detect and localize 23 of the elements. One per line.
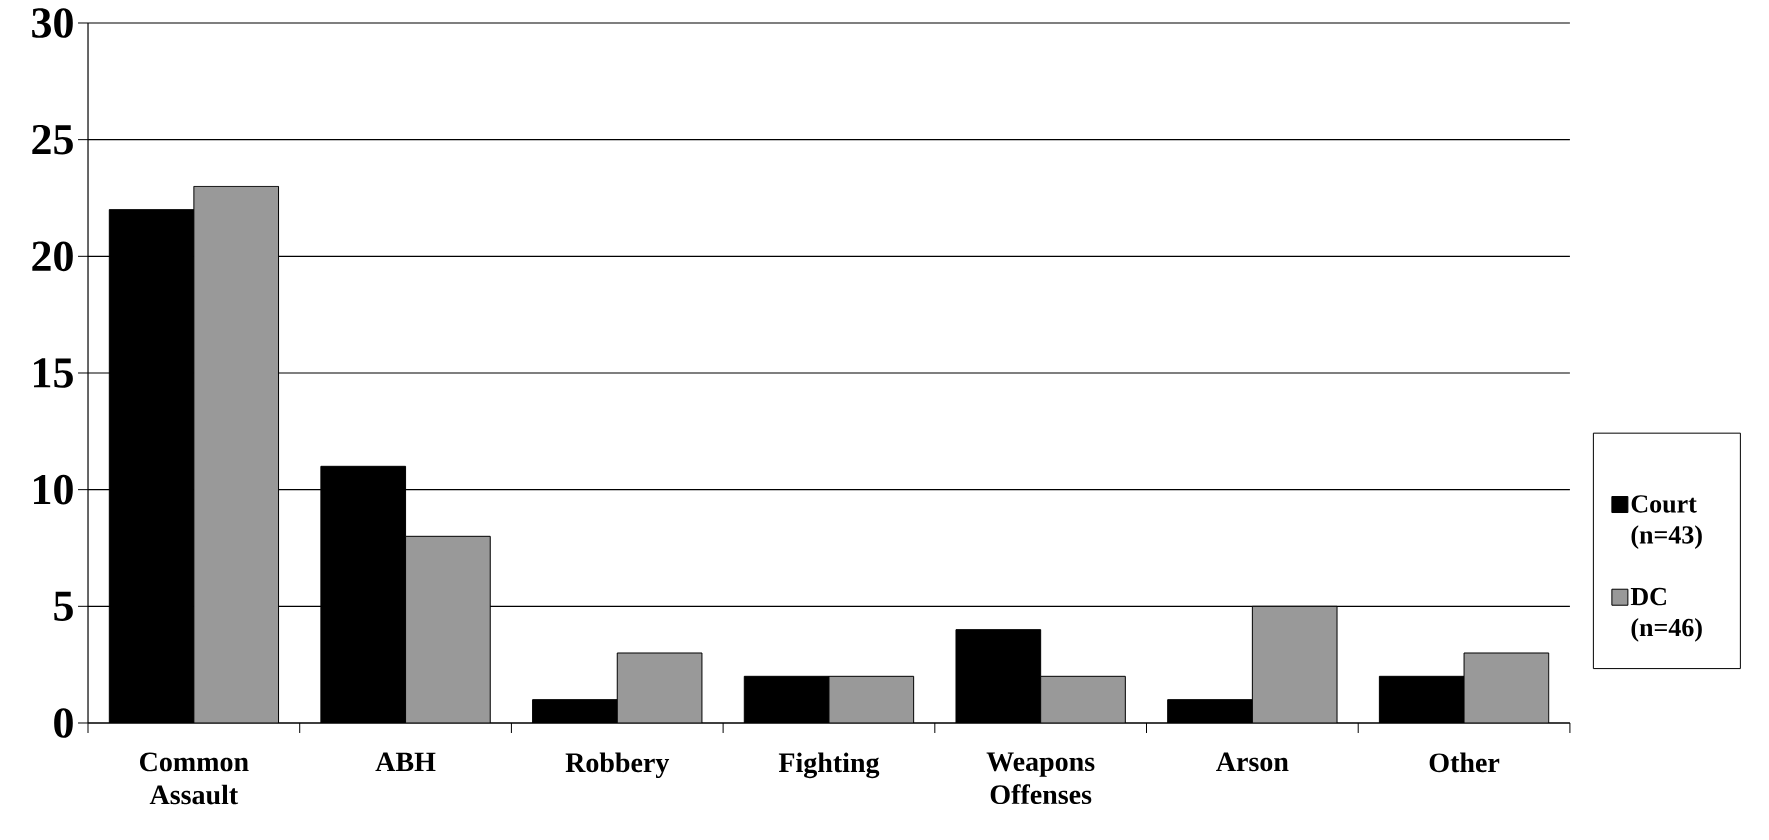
y-tick-label: 5 [54, 591, 73, 621]
bar [828, 675, 915, 723]
legend-label: DC (n=46) [1630, 587, 1702, 642]
y-tick-label: 25 [32, 124, 73, 155]
y-tick-label: 0 [54, 708, 73, 738]
bar [1040, 675, 1126, 723]
bar [405, 535, 491, 723]
x-tick-label: Robbery [565, 752, 670, 778]
bar [1463, 652, 1550, 723]
x-tick-label: Other [1429, 752, 1500, 773]
x-tick-label: Weapons Offenses [986, 752, 1095, 805]
x-tick-label: ABH [375, 752, 436, 772]
x-tick-label: Fighting [778, 752, 880, 779]
legend-label: Court (n=43) [1631, 495, 1702, 549]
y-tick-label: 10 [34, 474, 73, 505]
bar [1251, 605, 1338, 723]
y-tick-label: 30 [32, 8, 73, 38]
bar [193, 185, 280, 723]
bar [616, 652, 703, 723]
y-tick-label: 15 [34, 358, 73, 388]
x-tick-label: Common Assault [140, 752, 249, 805]
y-tick-label: 20 [32, 241, 73, 272]
x-tick-label: Arson [1216, 752, 1289, 772]
